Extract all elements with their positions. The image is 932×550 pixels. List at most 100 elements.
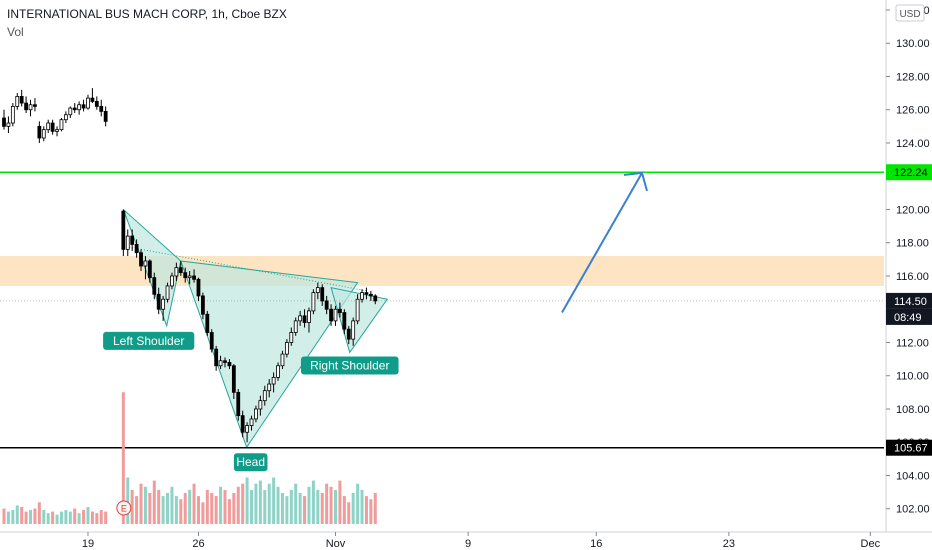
- candle-body[interactable]: [236, 391, 241, 417]
- candle-body[interactable]: [258, 400, 263, 410]
- candle-body[interactable]: [90, 97, 95, 102]
- volume-bar: [24, 511, 28, 524]
- candle-body[interactable]: [227, 362, 232, 367]
- candle-body[interactable]: [284, 342, 289, 355]
- candle-body[interactable]: [315, 287, 320, 293]
- candle-body[interactable]: [249, 418, 254, 427]
- candle-body[interactable]: [324, 300, 329, 310]
- candle-body[interactable]: [267, 383, 272, 392]
- candle-body[interactable]: [342, 312, 347, 330]
- candle-body[interactable]: [139, 252, 143, 267]
- candle-body[interactable]: [68, 107, 73, 116]
- candle-body[interactable]: [262, 390, 267, 402]
- candle-body[interactable]: [77, 104, 82, 111]
- time-axis[interactable]: 19 26 Nov 9 16 23 Dec: [0, 531, 932, 550]
- pattern-label[interactable]: Left Shoulder: [103, 331, 195, 350]
- volume-bar: [347, 502, 351, 524]
- candle-body[interactable]: [240, 415, 245, 433]
- candle-body[interactable]: [351, 320, 356, 340]
- candle-body[interactable]: [134, 243, 139, 254]
- currency-badge[interactable]: [895, 4, 925, 22]
- candle-body[interactable]: [165, 285, 170, 300]
- candle-body[interactable]: [289, 332, 294, 343]
- candle-body[interactable]: [196, 278, 201, 297]
- candle-body[interactable]: [245, 425, 250, 433]
- volume-bar: [143, 486, 147, 524]
- candle-body[interactable]: [86, 97, 90, 109]
- candle-body[interactable]: [130, 235, 135, 245]
- candle-body[interactable]: [59, 119, 64, 131]
- candle-body[interactable]: [311, 292, 316, 312]
- candle-body[interactable]: [200, 295, 205, 315]
- candle-body[interactable]: [156, 293, 161, 310]
- candle-body[interactable]: [373, 295, 378, 302]
- candle-body[interactable]: [41, 129, 46, 139]
- candle-body[interactable]: [276, 365, 280, 378]
- price-tick-label: 120.00: [896, 204, 930, 216]
- candle-body[interactable]: [81, 104, 86, 109]
- symbol-title[interactable]: INTERNATIONAL BUS MACH CORP, 1h, Cboe BZ…: [7, 7, 287, 21]
- candle-body[interactable]: [28, 104, 33, 111]
- candle-body[interactable]: [214, 348, 219, 367]
- pattern-label[interactable]: Head: [233, 453, 268, 472]
- candle-body[interactable]: [360, 292, 364, 300]
- candle-body[interactable]: [307, 310, 311, 323]
- candle-body[interactable]: [55, 129, 59, 132]
- level-tag-105: 105.67: [894, 443, 928, 455]
- candle-body[interactable]: [174, 267, 179, 277]
- candle-body[interactable]: [50, 122, 55, 132]
- candle-body[interactable]: [99, 106, 104, 112]
- candle-body[interactable]: [271, 376, 276, 385]
- candle-body[interactable]: [19, 96, 24, 104]
- candle-body[interactable]: [170, 275, 174, 287]
- candle-body[interactable]: [178, 267, 183, 274]
- candle-body[interactable]: [63, 114, 68, 121]
- candle-body[interactable]: [37, 125, 42, 139]
- candle-body[interactable]: [338, 308, 342, 313]
- candle-body[interactable]: [15, 96, 20, 107]
- volume-bar: [135, 496, 139, 524]
- candle-body[interactable]: [121, 210, 126, 250]
- candle-body[interactable]: [209, 332, 214, 350]
- candle-body[interactable]: [329, 308, 333, 322]
- candle-body[interactable]: [192, 275, 196, 280]
- earnings-event-marker[interactable]: [116, 500, 132, 516]
- candle-body[interactable]: [33, 104, 37, 107]
- candle-body[interactable]: [147, 260, 152, 279]
- candle-body[interactable]: [161, 298, 166, 310]
- candle-body[interactable]: [72, 107, 77, 111]
- candle-body[interactable]: [46, 122, 51, 131]
- pattern-label[interactable]: Right Shoulder: [300, 356, 399, 375]
- candle-body[interactable]: [2, 117, 6, 127]
- candle-body[interactable]: [302, 315, 307, 323]
- volume-indicator-label[interactable]: Vol: [7, 25, 24, 39]
- candle-body[interactable]: [10, 106, 15, 124]
- candle-body[interactable]: [94, 101, 99, 107]
- candle-body[interactable]: [320, 287, 325, 302]
- candle-body[interactable]: [223, 360, 227, 363]
- candle-body[interactable]: [231, 365, 236, 393]
- candle-body[interactable]: [218, 360, 223, 367]
- candle-body[interactable]: [143, 260, 148, 267]
- candle-body[interactable]: [364, 292, 369, 295]
- candle-body[interactable]: [368, 293, 373, 297]
- candle-body[interactable]: [333, 308, 338, 322]
- price-tick-label: 130.00: [896, 38, 930, 50]
- candle-body[interactable]: [293, 320, 298, 333]
- candle-body[interactable]: [183, 272, 188, 279]
- candle-body[interactable]: [346, 328, 351, 340]
- candle-body[interactable]: [355, 298, 360, 322]
- volume-bar: [280, 493, 284, 524]
- candle-body[interactable]: [6, 122, 11, 127]
- candle-body[interactable]: [254, 408, 258, 420]
- candle-body[interactable]: [125, 235, 130, 250]
- candle-body[interactable]: [24, 102, 29, 111]
- candle-body[interactable]: [298, 315, 303, 322]
- candle-body[interactable]: [280, 353, 285, 367]
- candle-body[interactable]: [103, 110, 108, 122]
- candle-body[interactable]: [152, 277, 157, 295]
- candle-body[interactable]: [187, 275, 192, 279]
- price-axis[interactable]: 102.00104.00106.00108.00110.00112.00114.…: [885, 0, 932, 532]
- candle-body[interactable]: [205, 313, 210, 333]
